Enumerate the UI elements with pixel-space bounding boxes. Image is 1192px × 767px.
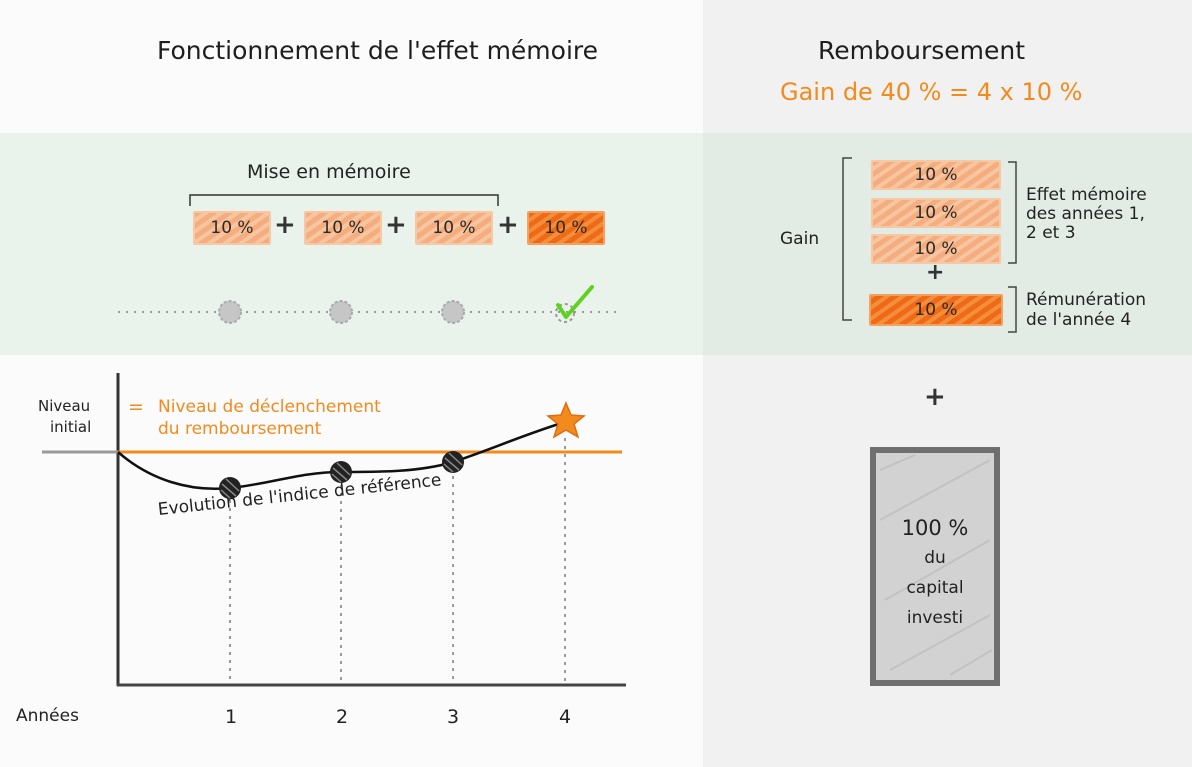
capital-hatch: [879, 454, 993, 676]
memory-chip-2: 10 %: [304, 211, 382, 245]
memory-bracket: [189, 194, 499, 206]
memory-effect-label: Effet mémoire des années 1, 2 et 3: [1026, 186, 1147, 243]
check-icon: [556, 285, 594, 319]
remuneration-bracket: [1008, 286, 1017, 333]
capital-line-4: investi: [906, 608, 964, 628]
level-label-line-2: initial: [50, 418, 92, 436]
left-title: Fonctionnement de l'effet mémoire: [157, 36, 599, 65]
memory-effect-line-1: Effet mémoire: [1026, 185, 1147, 205]
capital-label: 100 % du capital investi: [873, 513, 997, 633]
curve-point-1: [219, 477, 241, 499]
level-label-line-1: Niveau: [38, 397, 91, 415]
timeline-marker-3: [441, 300, 465, 324]
capital-line-2: du: [924, 548, 946, 568]
gain-formula: Gain de 40 % = 4 x 10 %: [780, 78, 1083, 106]
timeline-marker-1: [218, 300, 242, 324]
remuneration-line-1: Rémunération: [1026, 290, 1147, 310]
capital-line-3: capital: [906, 578, 964, 598]
gain-bracket: [842, 157, 852, 321]
memory-chip-1: 10 %: [193, 211, 271, 245]
plus-sign-1: +: [274, 210, 296, 240]
remuneration-chip: 10 %: [527, 211, 605, 245]
curve-point-3: [442, 451, 464, 473]
year-tick-2: 2: [336, 706, 349, 728]
memory-effect-bracket: [1008, 161, 1017, 264]
gain-chip-1: 10 %: [871, 160, 1001, 190]
gain-plus: +: [926, 260, 945, 285]
timeline-marker-4: [555, 303, 575, 323]
timeline-marker-2: [329, 300, 353, 324]
years-axis-label: Années: [16, 706, 79, 726]
year-tick-4: 4: [559, 706, 572, 728]
memory-effect-line-2: des années 1,: [1026, 204, 1145, 224]
memory-effect-line-3: 2 et 3: [1026, 223, 1076, 243]
gain-chip-4: 10 %: [869, 294, 1003, 326]
remuneration-line-2: de l'année 4: [1026, 310, 1132, 330]
year-tick-3: 3: [447, 706, 460, 728]
plus-sign-2: +: [385, 210, 407, 240]
capital-plus: +: [924, 382, 946, 412]
trigger-label-line-2: du remboursement: [158, 419, 322, 439]
gain-chip-2: 10 %: [871, 198, 1001, 228]
memory-chip-3: 10 %: [415, 211, 493, 245]
memory-label: Mise en mémoire: [247, 161, 411, 183]
right-title: Remboursement: [818, 36, 1026, 65]
trigger-label-line-1: Niveau de déclenchement: [158, 397, 381, 417]
curve-point-2: [330, 461, 352, 483]
capital-line-1: 100 %: [901, 516, 969, 540]
remuneration-label: Rémunération de l'année 4: [1026, 290, 1146, 330]
year-tick-1: 1: [225, 706, 238, 728]
gain-label: Gain: [780, 229, 820, 249]
gain-chip-3: 10 %: [871, 234, 1001, 264]
trigger-equals: =: [128, 396, 144, 418]
star-icon: [546, 401, 586, 439]
plus-sign-3: +: [497, 210, 519, 240]
